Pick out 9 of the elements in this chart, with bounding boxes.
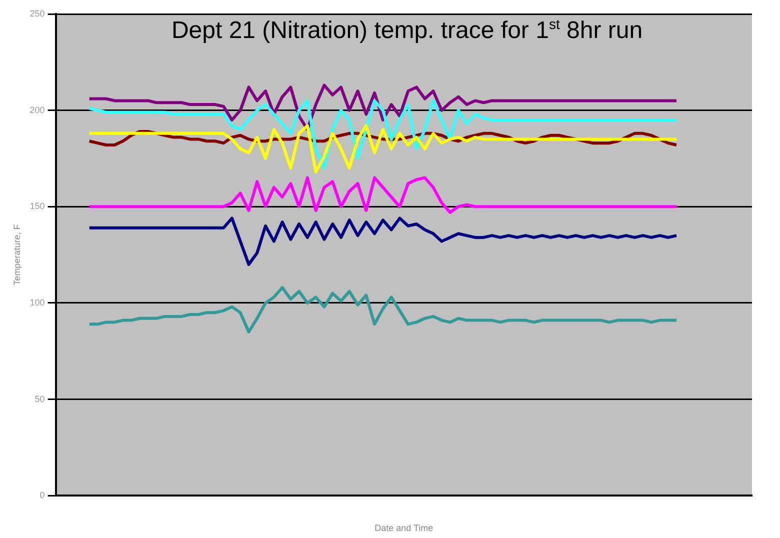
y-tick-label: 50	[34, 394, 45, 404]
y-tick-label: 0	[40, 490, 45, 500]
y-tick-label: 150	[30, 201, 45, 212]
chart-title: Dept 21 (Nitration) temp. trace for 1$^{st}$ 8hr run	[170, 16, 644, 45]
y-tick-label: 250	[30, 8, 45, 18]
y-axis-title: Temperature, F	[12, 224, 22, 286]
y-tick-label: 100	[30, 297, 45, 308]
y-tick-label: 200	[30, 104, 45, 115]
x-axis-title: Date and Time	[374, 523, 434, 534]
